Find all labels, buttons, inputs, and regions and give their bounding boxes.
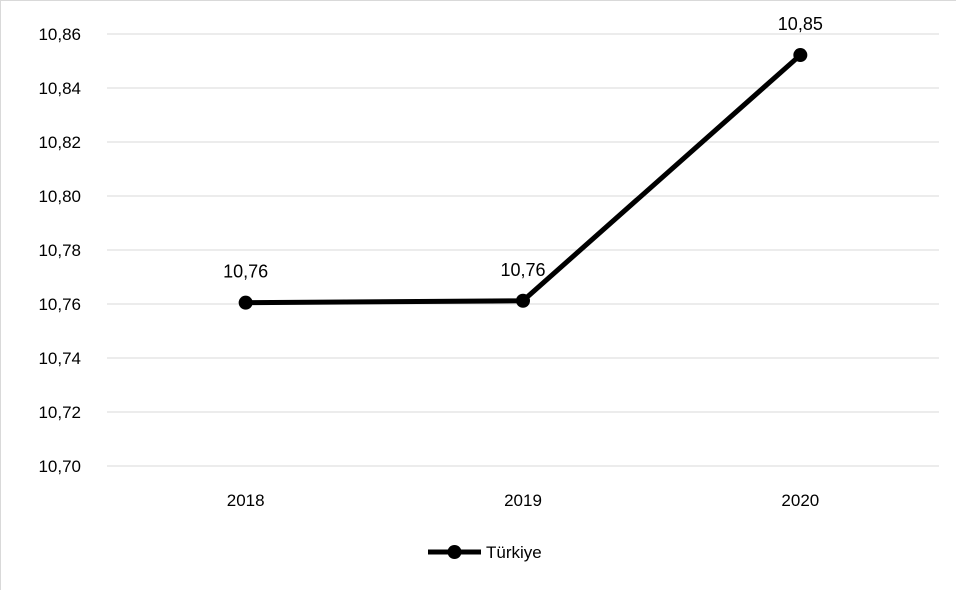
y-tick-label: 10,84	[38, 79, 81, 98]
data-label: 10,85	[778, 14, 823, 34]
data-point	[793, 48, 808, 63]
y-tick-label: 10,76	[38, 295, 81, 314]
legend-label: Türkiye	[486, 543, 542, 562]
y-tick-label: 10,78	[38, 241, 81, 260]
data-label: 10,76	[500, 260, 545, 280]
data-labels: 10,76 10,76 10,85	[223, 14, 823, 282]
y-tick-label: 10,80	[38, 187, 81, 206]
data-point	[238, 295, 253, 310]
y-axis-ticks: 10,70 10,72 10,74 10,76 10,78 10,80 10,82 10,84…	[38, 25, 81, 476]
x-tick-label: 2019	[504, 491, 542, 510]
y-tick-label: 10,82	[38, 133, 81, 152]
series-turkiye	[238, 48, 808, 310]
data-point	[516, 293, 530, 308]
y-tick-label: 10,72	[38, 403, 81, 422]
y-tick-label: 10,70	[38, 457, 81, 476]
legend-point-marker	[447, 545, 462, 559]
gridlines	[107, 33, 939, 467]
legend: Türkiye	[428, 543, 542, 562]
x-tick-label: 2018	[227, 491, 265, 510]
data-label: 10,76	[223, 262, 268, 282]
x-tick-label: 2020	[781, 491, 819, 510]
y-tick-label: 10,74	[38, 349, 81, 368]
y-tick-label: 10,86	[38, 25, 81, 44]
x-axis-ticks: 2018 2019 2020	[227, 491, 819, 510]
